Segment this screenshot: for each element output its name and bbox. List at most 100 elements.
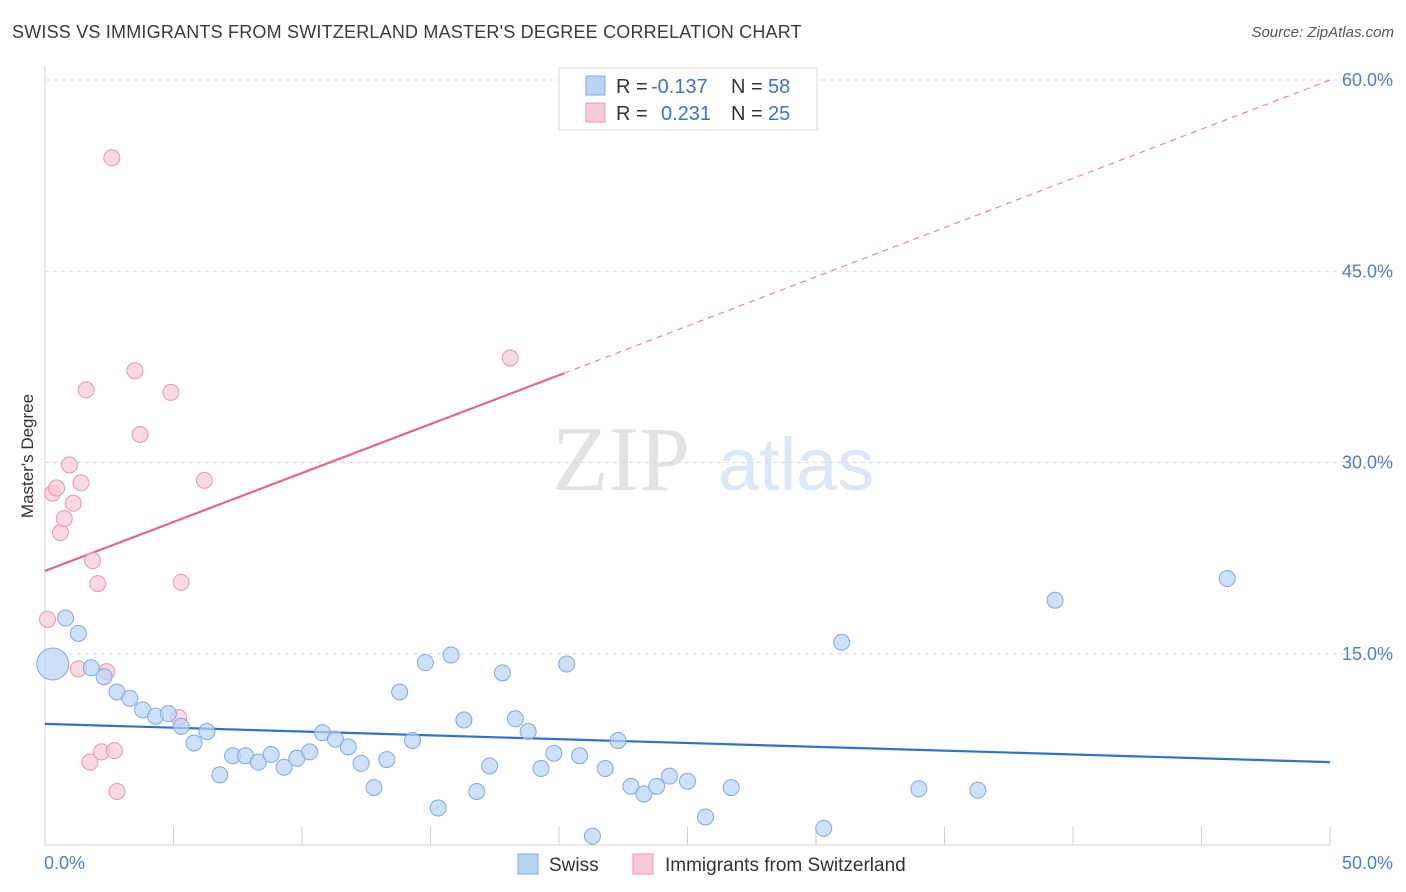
- immigrant-point: [81, 753, 99, 771]
- swiss-point: [429, 799, 447, 817]
- bottom-legend: Swiss Immigrants from Switzerland: [517, 853, 906, 876]
- swiss-point: [661, 767, 679, 785]
- bottom-legend-swatch-swiss: [517, 853, 539, 875]
- swiss-point: [910, 780, 928, 798]
- bottom-legend-immigrants: Immigrants from Switzerland: [665, 855, 906, 876]
- swiss-trend-line: [44, 722, 1331, 764]
- swiss-point: [378, 751, 396, 769]
- swiss-point: [1046, 591, 1064, 609]
- chart-title: SWISS VS IMMIGRANTS FROM SWITZERLAND MAS…: [12, 22, 802, 42]
- swiss-point: [609, 731, 627, 749]
- watermark-atlas: atlas: [718, 423, 874, 506]
- immigrant-trend-extension: [563, 79, 1331, 374]
- swiss-point: [571, 747, 589, 765]
- swiss-point: [519, 723, 537, 741]
- x-tick-label: 50.0%: [1342, 853, 1393, 873]
- immigrant-point: [172, 573, 190, 591]
- swiss-point: [172, 717, 190, 735]
- swiss-point: [833, 633, 851, 651]
- immigrant-trend-line: [44, 372, 565, 572]
- swiss-point: [493, 664, 511, 682]
- immigrant-point: [195, 471, 213, 489]
- swiss-point: [185, 734, 203, 752]
- swiss-point: [468, 782, 486, 800]
- swiss-point: [532, 760, 550, 777]
- swiss-point: [506, 710, 524, 728]
- legend-n-value: 58: [768, 76, 790, 98]
- y-tick-label: 15.0%: [1342, 644, 1393, 664]
- swiss-point: [391, 683, 409, 701]
- swiss-point: [69, 624, 87, 642]
- immigrant-point: [103, 149, 121, 167]
- y-tick-label: 60.0%: [1342, 70, 1393, 90]
- swiss-point: [121, 689, 139, 707]
- swiss-point: [1218, 570, 1236, 588]
- swiss-point: [36, 647, 70, 681]
- swiss-point: [95, 668, 113, 686]
- y-tick-label: 45.0%: [1342, 261, 1393, 281]
- swiss-point: [442, 646, 460, 664]
- immigrant-point: [131, 425, 149, 443]
- swiss-point: [596, 760, 614, 777]
- watermark-zip: ZIP: [552, 408, 690, 510]
- immigrant-point: [84, 552, 102, 570]
- immigrant-point: [89, 575, 107, 593]
- swiss-point: [696, 808, 714, 826]
- swiss-point: [558, 655, 576, 673]
- immigrant-point: [501, 349, 519, 367]
- swiss-point: [326, 730, 344, 748]
- swiss-point: [339, 738, 357, 756]
- swiss-point: [211, 766, 229, 784]
- axes: [44, 66, 1331, 846]
- x-tick-label: 0.0%: [44, 853, 85, 873]
- swiss-point: [722, 779, 740, 797]
- swiss-point: [159, 705, 177, 723]
- swiss-point: [82, 659, 100, 677]
- trend-lines: [44, 79, 1331, 764]
- swiss-point: [249, 753, 267, 771]
- swiss-point: [545, 744, 563, 762]
- legend-n-label: N =: [731, 103, 763, 125]
- bottom-legend-swatch-immigrants: [632, 853, 654, 875]
- legend-r-value: 0.231: [661, 103, 711, 125]
- swiss-point: [969, 781, 987, 799]
- immigrant-point: [108, 782, 126, 800]
- data-points: [36, 149, 1236, 845]
- swiss-point: [365, 779, 383, 797]
- immigrant-point: [105, 742, 123, 760]
- swiss-point: [275, 758, 293, 776]
- swiss-point: [679, 772, 696, 790]
- swiss-point: [352, 754, 370, 772]
- source-credit: Source: ZipAtlas.com: [1251, 24, 1394, 41]
- immigrant-point: [39, 610, 57, 628]
- immigrant-point: [55, 510, 73, 528]
- swiss-point: [648, 777, 666, 795]
- grid-lines: [45, 79, 1395, 655]
- swiss-point: [635, 785, 653, 803]
- swiss-point: [198, 723, 216, 741]
- legend: R = -0.137 N = 58 R = 0.231 N = 25: [558, 67, 818, 131]
- immigrant-point: [126, 362, 144, 380]
- legend-swatch-swiss: [585, 75, 606, 96]
- immigrant-point: [72, 474, 90, 492]
- bottom-legend-swiss: Swiss: [549, 855, 599, 876]
- immigrant-point: [51, 524, 69, 542]
- y-axis-label: Master's Degree: [18, 394, 37, 518]
- swiss-point: [57, 609, 75, 627]
- legend-r-label: R =: [616, 76, 648, 98]
- swiss-point: [455, 711, 473, 729]
- legend-n-value: 25: [768, 103, 790, 125]
- swiss-point: [583, 827, 601, 845]
- swiss-point: [404, 731, 422, 749]
- immigrant-point: [64, 494, 82, 512]
- immigrant-point: [60, 456, 78, 474]
- immigrant-point: [48, 479, 66, 497]
- swiss-point: [622, 777, 640, 795]
- swiss-point: [262, 745, 280, 763]
- swiss-point: [416, 654, 434, 672]
- legend-swatch-immigrants: [585, 102, 606, 123]
- legend-n-label: N =: [731, 76, 763, 98]
- immigrant-point: [77, 381, 95, 399]
- swiss-point: [481, 757, 499, 775]
